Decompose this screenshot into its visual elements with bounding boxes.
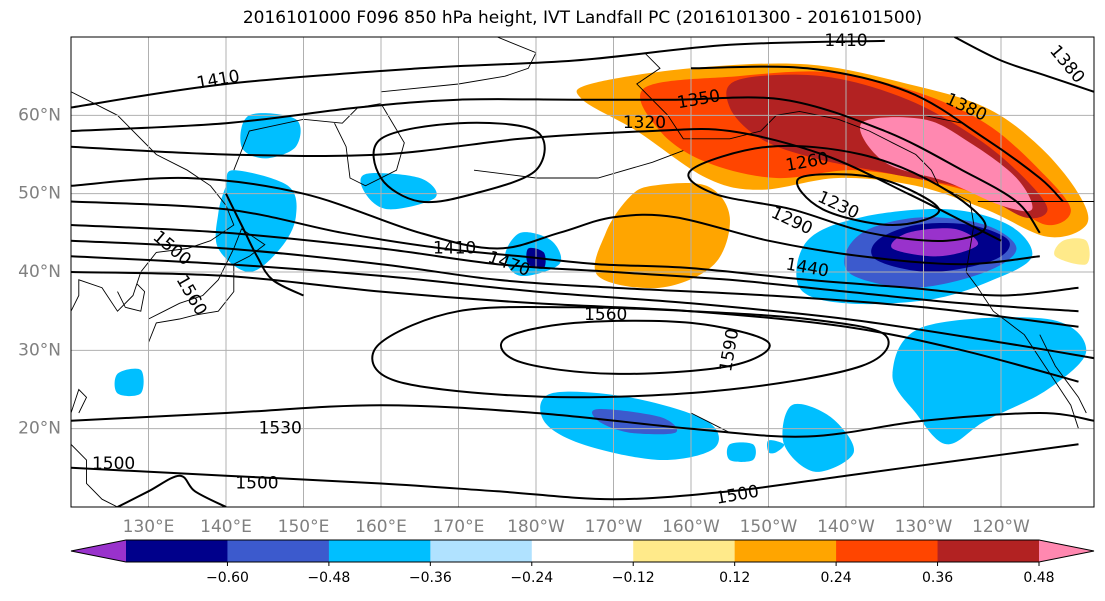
x-tick-label: 170°W [585, 517, 643, 537]
colorbar-tick-label: 0.36 [922, 570, 953, 586]
x-tick-label: 160°W [662, 517, 720, 537]
height-contour-layer [71, 37, 1094, 507]
colorbar-tick-label: −0.60 [206, 570, 249, 586]
coast-aleutians [473, 150, 684, 179]
x-tick-label: 130°W [895, 517, 953, 537]
x-tick-label: 140°W [817, 517, 875, 537]
contour-1230-low [796, 173, 940, 227]
ivt-negative-small-a [726, 442, 756, 462]
coast-chukotka [380, 37, 537, 93]
x-tick-label: 150°E [278, 517, 330, 537]
colorbar-tick-label: −0.36 [409, 570, 452, 586]
colorbar-segment [836, 540, 939, 562]
contour-1380-north [954, 37, 1094, 93]
contour-japan-east [225, 193, 304, 297]
colorbar-outline [70, 539, 1095, 563]
ivt-negative-subtropic [782, 403, 855, 472]
coast-philippines [71, 443, 118, 507]
colorbar-tick-label: −0.48 [307, 570, 350, 586]
colorbar-segment [531, 540, 634, 562]
ivt-positive-max [859, 117, 1033, 212]
coast-japan [148, 228, 266, 343]
x-tick-label: 120°W [972, 517, 1030, 537]
x-tick-label: 180°W [507, 517, 565, 537]
y-tick-label: 20°N [18, 419, 61, 439]
contour-label: 1410 [824, 31, 867, 51]
ivt-positive-edge [1054, 238, 1090, 265]
ivt-negative-okhotsk [240, 113, 301, 159]
contour-label: 1500 [235, 474, 278, 494]
contour-1560 [371, 305, 890, 399]
colorbar-extend-high [1039, 540, 1094, 562]
colorbar-tick-label: 0.12 [719, 570, 750, 586]
contour-label: 1410 [433, 239, 476, 259]
colorbar-tick-label: 0.48 [1023, 570, 1054, 586]
contour-1530-south [71, 404, 1094, 438]
ivt-shading-layer [114, 63, 1090, 472]
contour-1440 [71, 224, 1079, 313]
x-tick-label: 130°E [123, 517, 175, 537]
colorbar-segment [227, 540, 330, 562]
map-frame [70, 36, 1095, 508]
axis-tick-layer: 20°N 30°N 40°N 50°N 60°N 130°E 140°E 150°E 160°E… [18, 105, 1030, 537]
colorbar-tick-label: 0.24 [821, 570, 852, 586]
ivt-negative-japan [215, 170, 297, 272]
ivt-positive-patch [594, 183, 730, 289]
contour-1470 [71, 239, 1079, 328]
contour-label: 1560 [584, 305, 627, 325]
ivt-negative-small-b [766, 440, 785, 454]
coast-kamchatka [233, 103, 405, 187]
coast-asia [71, 91, 235, 312]
contour-1290 [71, 176, 1040, 266]
colorbar-segment [633, 540, 736, 562]
x-tick-label: 140°E [200, 517, 252, 537]
coast-taiwan [71, 388, 88, 414]
x-tick-label: 150°W [740, 517, 798, 537]
contour-label: 1530 [259, 419, 302, 439]
contour-label: 1320 [623, 113, 666, 133]
y-tick-label: 30°N [18, 340, 61, 360]
colorbar-segment [734, 540, 837, 562]
contour-1500-north [71, 255, 1094, 360]
x-tick-label: 160°E [355, 517, 407, 537]
contour-1410 [71, 200, 1079, 297]
colorbar-segment [430, 540, 533, 562]
contour-label: 1500 [92, 454, 135, 474]
contour-1350 [71, 96, 1041, 234]
y-tick-label: 50°N [18, 184, 61, 204]
contour-okhotsk-low [372, 121, 546, 204]
ivt-negative-max [891, 228, 979, 257]
colorbar-tick-label: −0.12 [612, 570, 655, 586]
colorbar-extend-low [71, 540, 126, 562]
contour-1500-southwest [117, 474, 227, 507]
coast-korea [117, 283, 146, 312]
contour-1260-low [687, 144, 987, 242]
y-tick-label: 40°N [18, 262, 61, 282]
contour-1530-north [71, 271, 1079, 383]
chart-title: 2016101000 F096 850 hPa height, IVT Land… [242, 8, 923, 28]
coast-hawaii [690, 412, 731, 434]
colorbar-segment [328, 540, 431, 562]
y-tick-label: 60°N [18, 105, 61, 125]
ivt-negative-south-japan [114, 368, 144, 397]
contour-1590 [500, 319, 771, 375]
colorbar-segment [126, 540, 228, 562]
contour-1500-south [71, 443, 1079, 501]
colorbar-tick-label: −0.24 [510, 570, 553, 586]
contour-1380-arc [690, 65, 1064, 203]
gridline-layer [71, 37, 1094, 507]
colorbar-segment [937, 540, 1040, 562]
colorbar: −0.60 −0.48 −0.36 −0.24 −0.12 0.12 0.24 0.36 0.4… [70, 539, 1095, 586]
x-tick-label: 170°E [433, 517, 485, 537]
contour-1320 [71, 127, 1002, 242]
contour-1410-north [71, 39, 885, 109]
